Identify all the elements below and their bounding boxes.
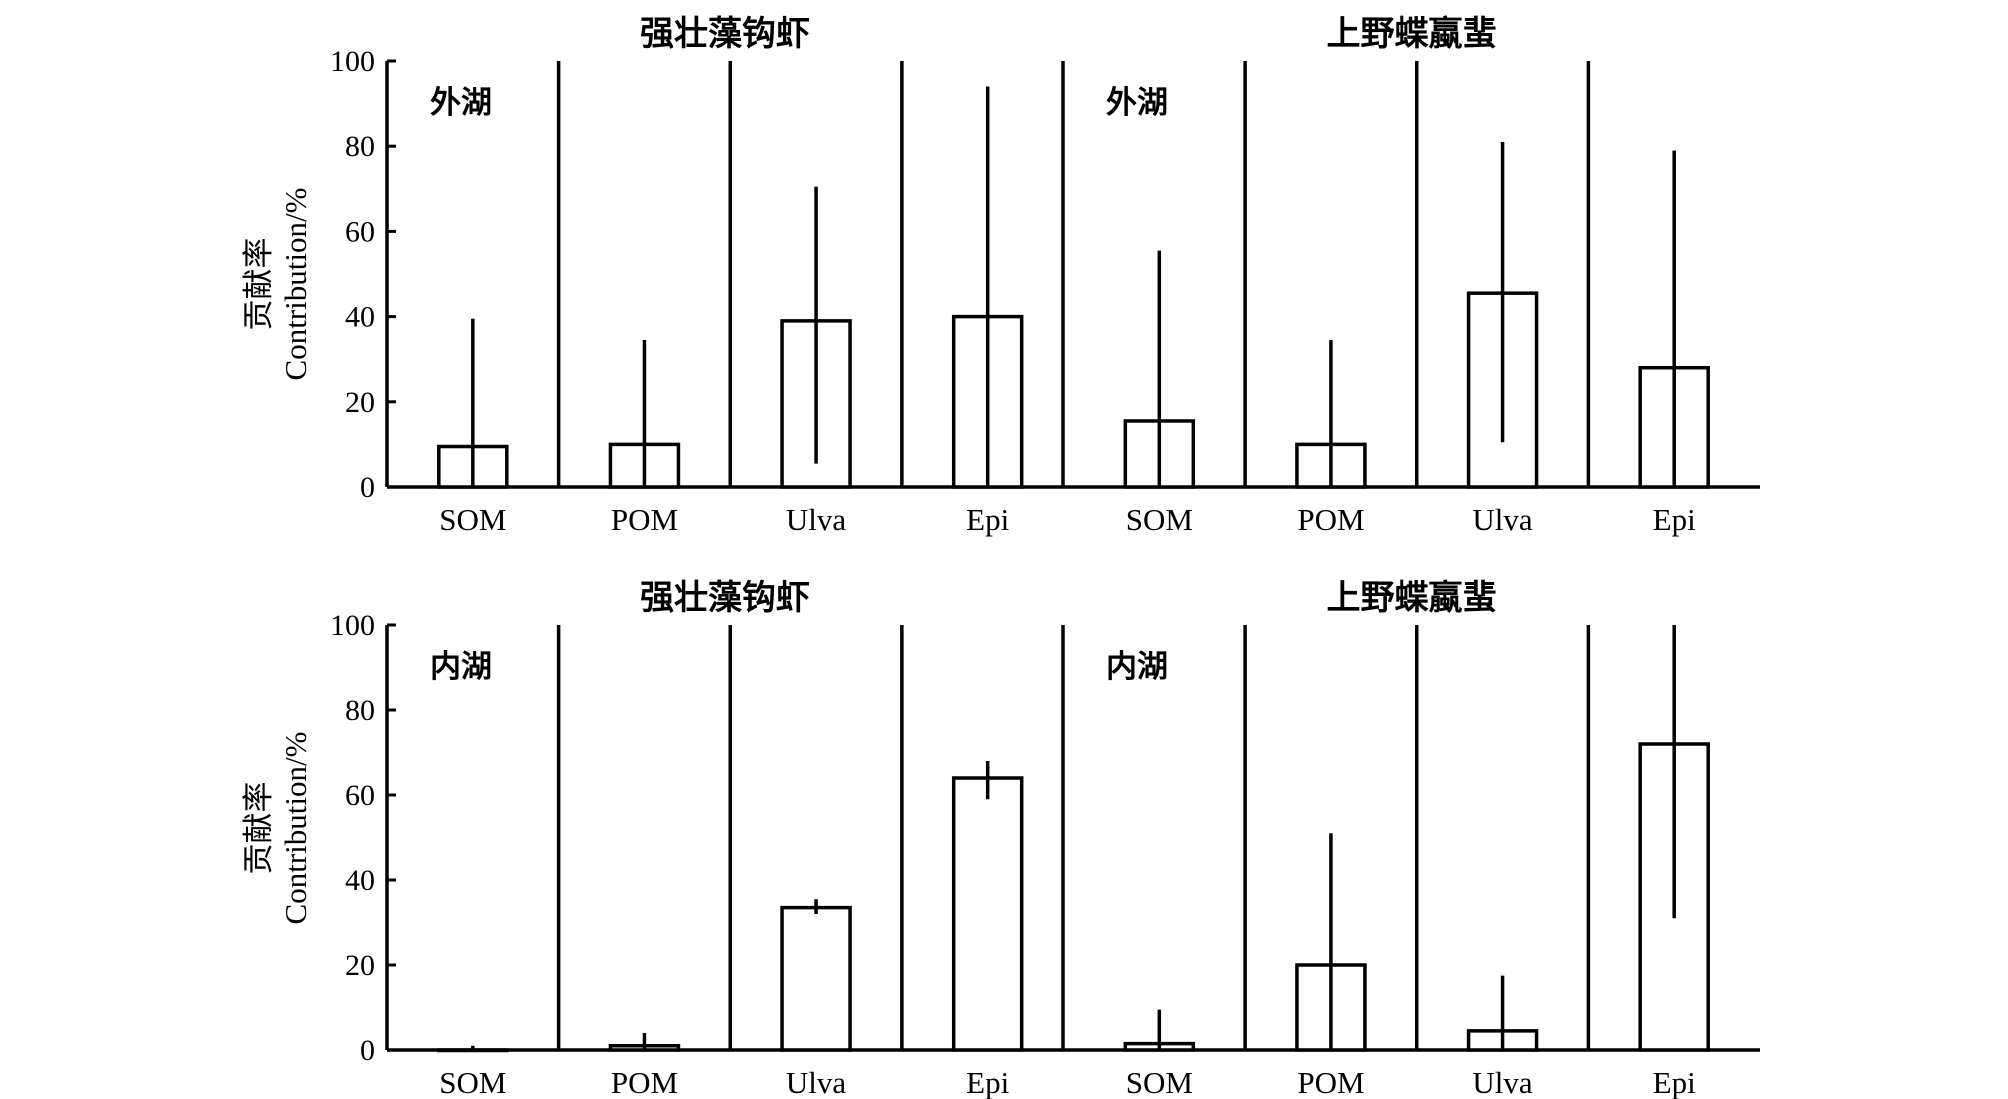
y-tick-label: 100 [330, 45, 375, 78]
bar-ulva [780, 905, 852, 1052]
panel-title: 强壮藻钩虾 [640, 14, 810, 54]
panel-title: 上野蝶蠃蜚 [1327, 578, 1497, 618]
site-label: 外湖 [1106, 85, 1168, 121]
category-label-epi: Epi [1653, 502, 1696, 537]
y-tick-label: 100 [330, 609, 375, 642]
y-axis-label-cn-bottom: 贡献率 [241, 782, 277, 875]
category-label-ulva: Ulva [1472, 1065, 1533, 1099]
y-tick-label: 20 [345, 949, 375, 982]
category-label-ulva: Ulva [1472, 502, 1533, 537]
y-tick-label: 20 [345, 386, 375, 419]
category-label-som: SOM [1126, 502, 1193, 537]
y-axis-label-cn-top: 贡献率 [241, 238, 277, 331]
bar-som [437, 1048, 509, 1053]
y-tick-label: 0 [360, 1034, 375, 1067]
y-axis-label-en-bottom: Contribution/% [278, 732, 313, 925]
category-label-pom: POM [1297, 502, 1364, 537]
site-label: 外湖 [430, 85, 492, 121]
y-tick-label: 60 [345, 779, 375, 812]
category-label-som: SOM [439, 502, 506, 537]
category-label-pom: POM [1297, 1065, 1364, 1099]
category-label-ulva: Ulva [786, 502, 847, 537]
category-label-pom: POM [611, 502, 678, 537]
category-label-ulva: Ulva [786, 1065, 847, 1099]
panel-title: 强壮藻钩虾 [640, 578, 810, 618]
category-label-epi: Epi [966, 1065, 1009, 1099]
y-tick-label: 40 [345, 301, 375, 334]
category-label-som: SOM [1126, 1065, 1193, 1099]
y-tick-label: 80 [345, 694, 375, 727]
category-label-epi: Epi [1653, 1065, 1696, 1099]
bar-epi [951, 776, 1024, 1052]
y-axis-labels: 贡献率 Contribution/% 贡献率 Contribution/% [241, 188, 313, 925]
panel-title: 上野蝶蠃蜚 [1327, 14, 1497, 54]
y-tick-label: 40 [345, 864, 375, 897]
category-label-epi: Epi [966, 502, 1009, 537]
y-tick-label: 0 [360, 471, 375, 504]
y-tick-label: 60 [345, 215, 375, 248]
y-axis-label-en-top: Contribution/% [278, 188, 313, 381]
y-tick-label: 80 [345, 130, 375, 163]
category-label-som: SOM [439, 1065, 506, 1099]
category-label-pom: POM [611, 1065, 678, 1099]
site-label: 内湖 [430, 649, 492, 685]
site-label: 内湖 [1106, 649, 1168, 685]
